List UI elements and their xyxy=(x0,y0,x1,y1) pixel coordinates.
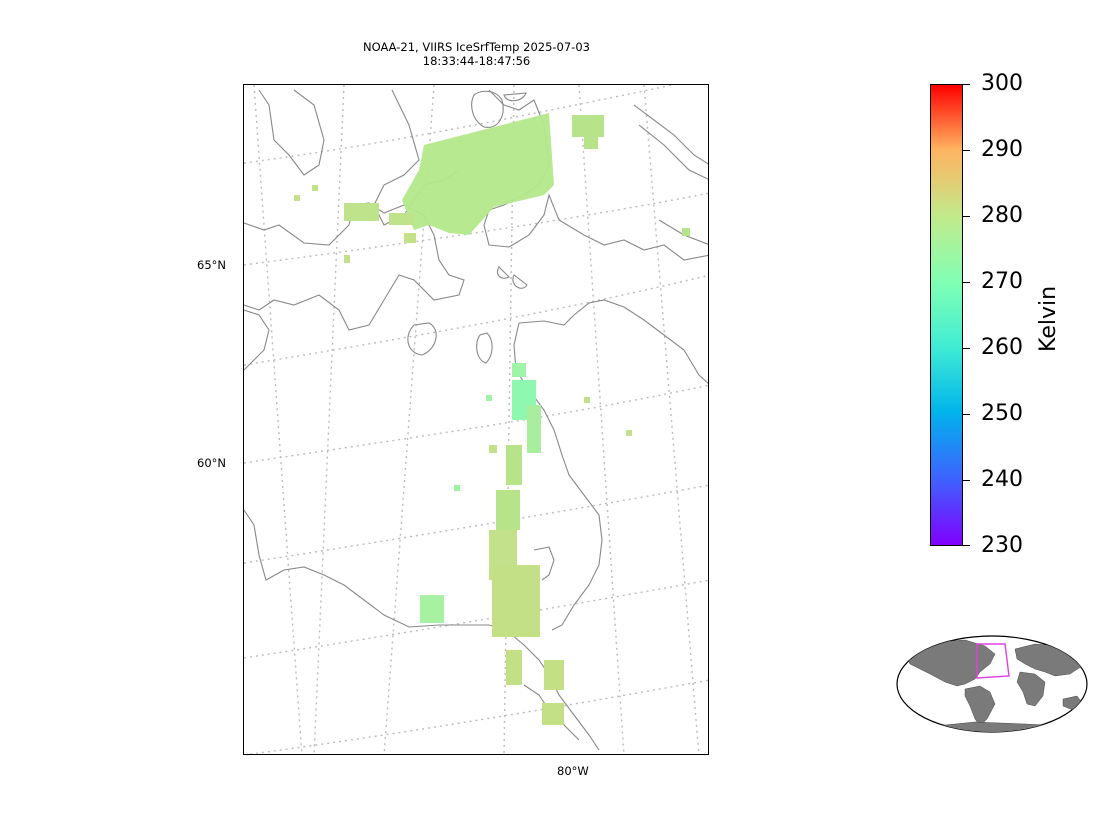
colorbar-tick-300 xyxy=(963,84,970,86)
title-line-2: 18:33:44-18:47:56 xyxy=(422,54,531,68)
region-box xyxy=(976,643,1010,679)
colorbar xyxy=(930,84,963,546)
colorbar-tick-240 xyxy=(963,480,970,482)
world-map-svg xyxy=(896,635,1088,733)
colorbar-tick-250 xyxy=(963,414,970,416)
lon-label-80w: 80°W xyxy=(557,764,589,778)
colorbar-label-280: 280 xyxy=(981,203,1023,228)
colorbar-tick-290 xyxy=(963,150,970,152)
map-title: NOAA-21, VIIRS IceSrfTemp 2025-07-03 18:… xyxy=(243,40,710,68)
colorbar-label-250: 250 xyxy=(981,401,1023,426)
colorbar-unit-label: Kelvin xyxy=(1036,285,1061,352)
colorbar-label-230: 230 xyxy=(981,533,1023,558)
ice-temperature-swath xyxy=(294,113,690,725)
colorbar-label-260: 260 xyxy=(981,335,1023,360)
map-panel[interactable] xyxy=(243,84,709,755)
latitude-gridlines xyxy=(244,85,708,754)
lat-label-60n: 60°N xyxy=(197,456,226,470)
colorbar-label-270: 270 xyxy=(981,269,1023,294)
lat-label-65n: 65°N xyxy=(197,258,226,272)
colorbar-tick-260 xyxy=(963,348,970,350)
colorbar-label-300: 300 xyxy=(981,71,1023,96)
title-line-1: NOAA-21, VIIRS IceSrfTemp 2025-07-03 xyxy=(363,40,590,54)
longitude-gridlines xyxy=(253,85,700,754)
world-landmasses xyxy=(904,639,1086,732)
colorbar-label-290: 290 xyxy=(981,137,1023,162)
world-locator-inset xyxy=(895,634,1089,734)
colorbar-title: Kelvin xyxy=(1036,286,1061,352)
colorbar-tick-280 xyxy=(963,216,970,218)
map-svg xyxy=(244,85,708,754)
colorbar-tick-230 xyxy=(963,545,970,547)
colorbar-tick-270 xyxy=(963,282,970,284)
colorbar-label-240: 240 xyxy=(981,467,1023,492)
